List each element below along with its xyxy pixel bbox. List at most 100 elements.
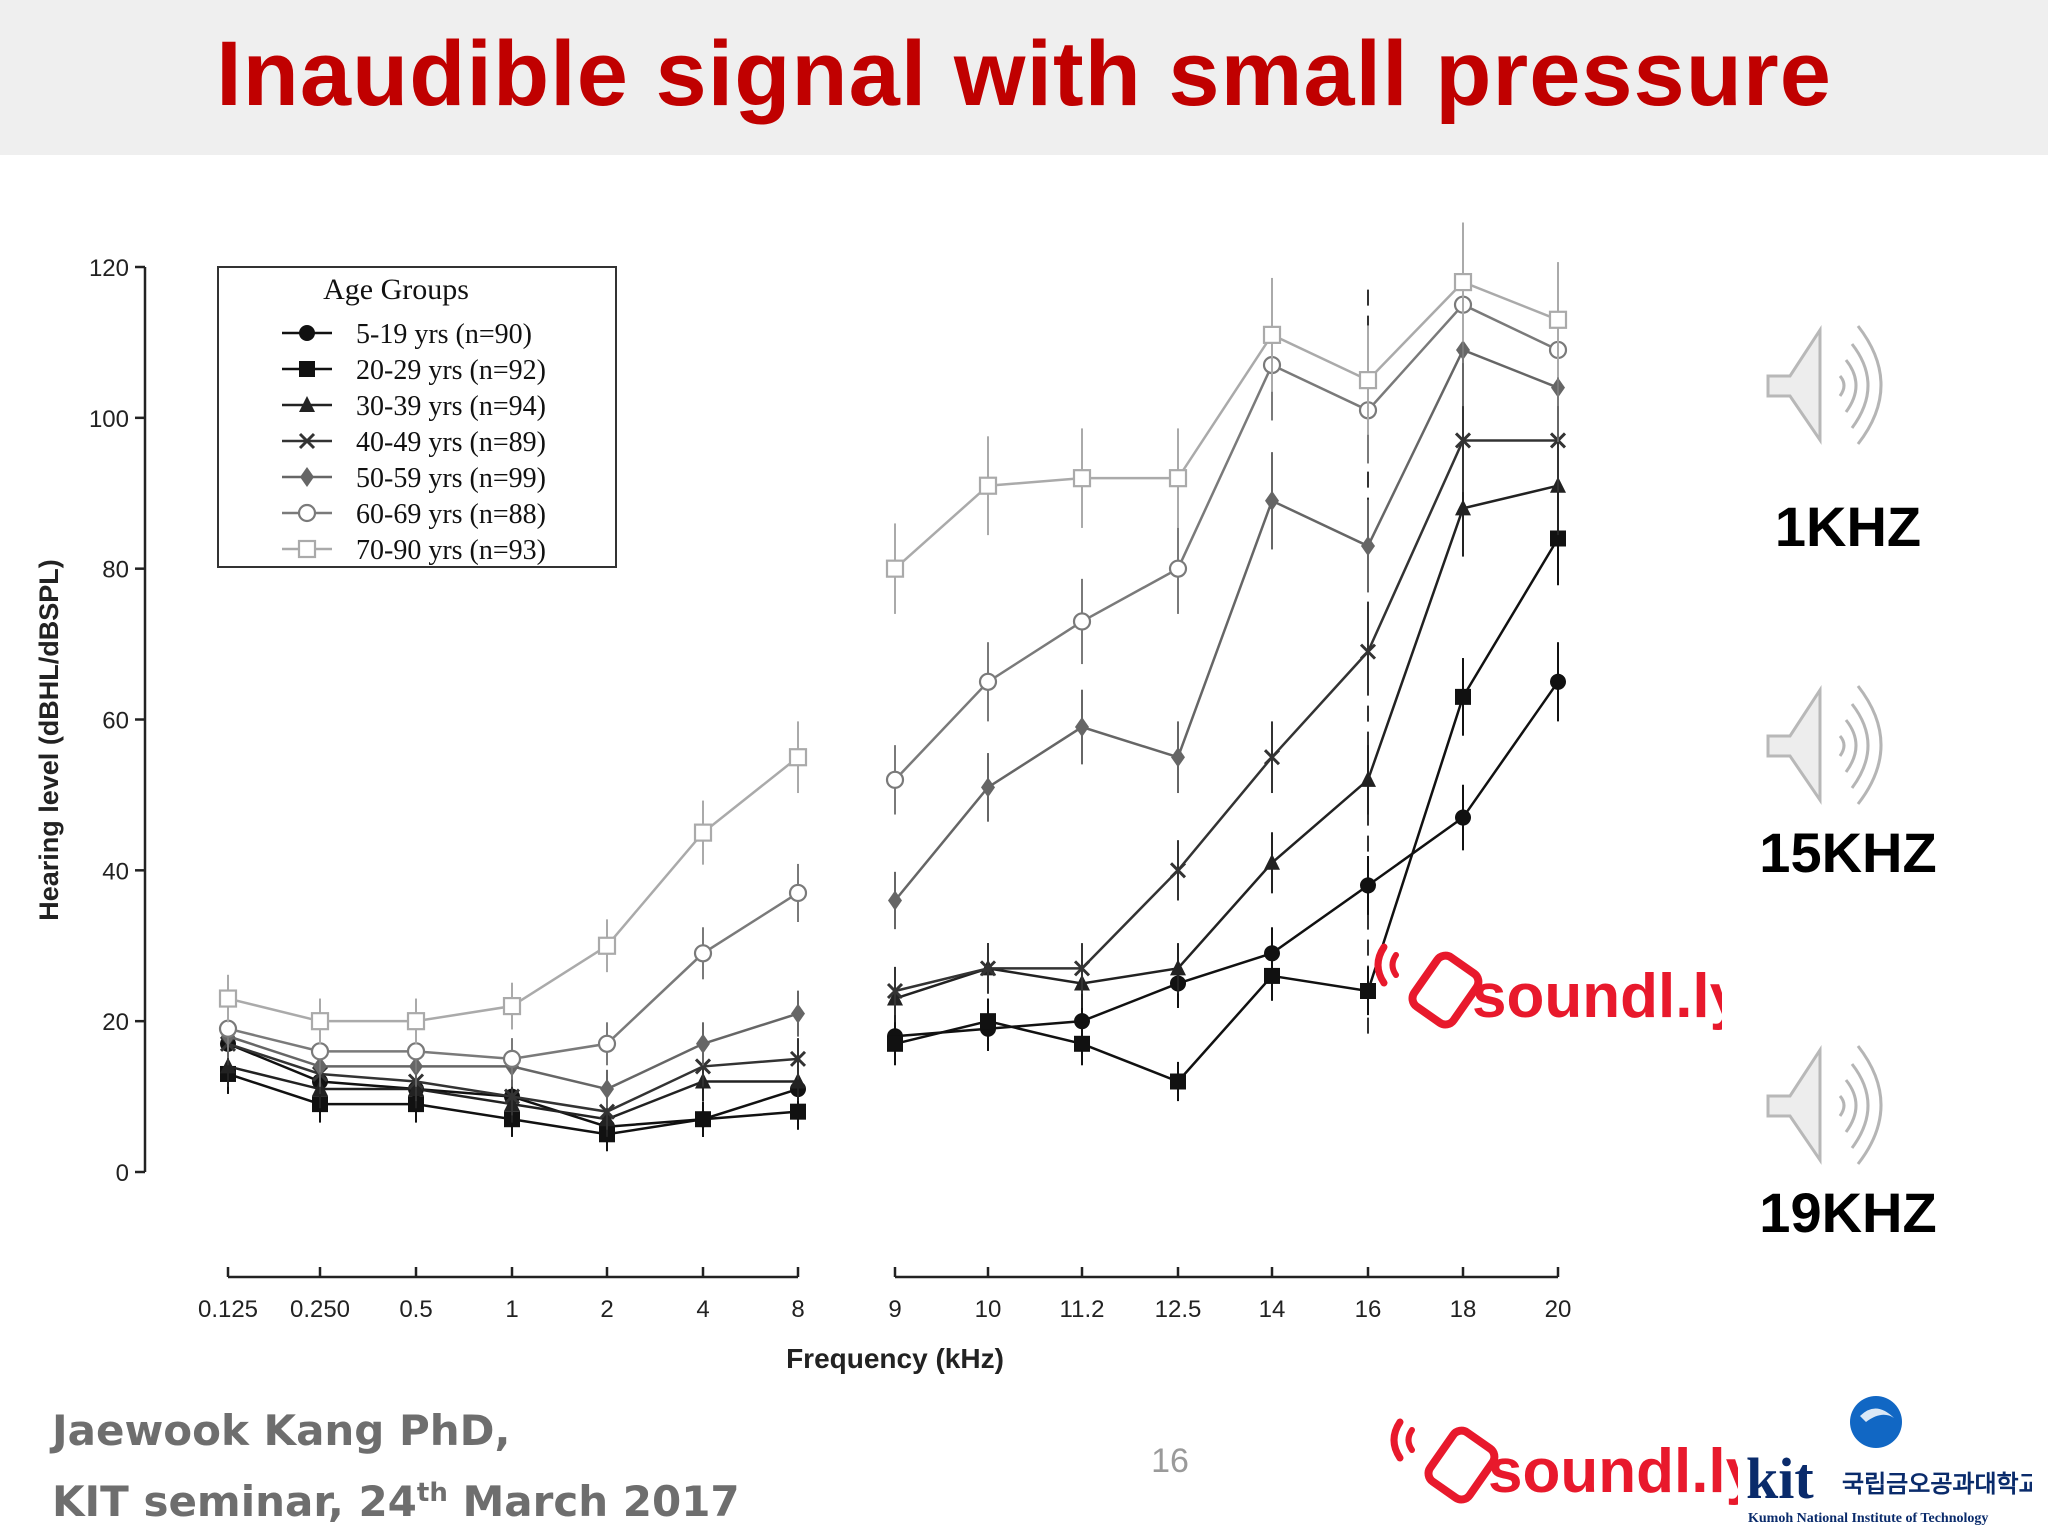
x-tick-label: 0.250 <box>290 1296 350 1323</box>
x-tick-label: 2 <box>600 1296 613 1323</box>
data-point <box>1263 749 1281 766</box>
x-tick-label: 20 <box>1545 1296 1572 1323</box>
legend-label: 30-39 yrs (n=94) <box>356 391 546 422</box>
legend-marker <box>299 396 315 412</box>
data-point <box>1455 688 1471 705</box>
data-point <box>790 1072 806 1089</box>
data-point <box>310 1042 330 1061</box>
soundly-watermark-text: soundl.ly <box>1472 962 1722 1031</box>
data-point <box>1360 877 1376 894</box>
soundly-watermark-logo: soundl.ly <box>1374 943 1722 1031</box>
data-point <box>1169 862 1187 879</box>
speaker-sound-icon <box>1766 324 1883 445</box>
x-tick-label: 16 <box>1355 1296 1382 1323</box>
x-tick-label: 11.2 <box>1060 1296 1105 1323</box>
data-point <box>885 770 905 789</box>
data-point <box>310 1012 330 1031</box>
data-point <box>1361 536 1375 557</box>
data-point <box>1550 530 1566 547</box>
data-point <box>885 559 905 578</box>
kit-logo-korean: 국립금오공과대학교 <box>1842 1470 2032 1498</box>
legend-entry: 20-29 yrs (n=92) <box>282 355 546 386</box>
series-line-high <box>894 280 1559 570</box>
data-point <box>1360 983 1376 999</box>
legend-entry: 50-59 yrs (n=99) <box>282 463 546 494</box>
series-line-low <box>227 891 799 1061</box>
series-line-low <box>227 756 799 1023</box>
x-tick-label: 1 <box>505 1296 518 1323</box>
legend-label: 40-49 yrs (n=89) <box>356 427 546 458</box>
legend-marker <box>299 325 315 341</box>
data-point <box>1170 959 1186 976</box>
data-point <box>1455 499 1471 516</box>
title-band <box>0 0 2048 155</box>
data-point <box>789 1050 807 1067</box>
speaker-sound-icon <box>1766 1044 1883 1165</box>
data-point <box>1072 612 1092 631</box>
y-tick-label: 120 <box>89 255 129 282</box>
data-point <box>597 1034 617 1053</box>
series-7 <box>218 222 1568 1044</box>
series-line-high <box>894 348 1559 902</box>
soundly-logo-text: soundl.ly <box>1488 1437 1738 1506</box>
series-1 <box>220 642 1566 1145</box>
footer-event-text: KIT seminar, 24 <box>52 1477 417 1526</box>
data-point <box>1168 559 1188 578</box>
data-point <box>1170 1073 1186 1090</box>
footer-event-sup: th <box>416 1478 448 1508</box>
series-line-high <box>894 439 1558 993</box>
data-point <box>598 1103 616 1120</box>
data-point <box>406 1012 426 1031</box>
freq-label-15khz: 15KHZ <box>1759 821 1937 884</box>
data-point <box>696 1033 710 1054</box>
y-tick-label: 60 <box>102 708 129 735</box>
data-point <box>218 989 238 1008</box>
y-tick-label: 100 <box>89 406 129 433</box>
legend-label: 70-90 yrs (n=93) <box>356 535 546 566</box>
legend-entry: 60-69 yrs (n=88) <box>282 499 546 530</box>
footer-author: Jaewook Kang PhD, <box>52 1406 511 1455</box>
data-point <box>695 1111 711 1128</box>
data-point <box>1075 717 1089 738</box>
x-tick-label: 9 <box>888 1296 901 1323</box>
speaker-item-19khz: 19KHZ <box>1728 1038 1968 1288</box>
data-point <box>1074 1013 1090 1030</box>
footer-event: KIT seminar, 24th March 2017 <box>52 1462 740 1533</box>
freq-label-1khz: 1KHZ <box>1774 495 1922 558</box>
slide-title: Inaudible signal with small pressure <box>216 23 1832 125</box>
footer-event-date: March 2017 <box>447 1477 740 1526</box>
y-tick-label: 40 <box>102 858 129 885</box>
footer-credit: Jaewook Kang PhD, KIT seminar, 24th Marc… <box>52 1400 740 1533</box>
data-point <box>980 1013 996 1030</box>
kit-logo-wordmark: kit <box>1746 1446 1814 1511</box>
data-point <box>1360 770 1376 787</box>
speaker-item-15khz: 15KHZ <box>1728 678 1968 928</box>
page-number: 16 <box>1151 1442 1189 1480</box>
legend-title: Age Groups <box>323 273 469 306</box>
data-point <box>978 476 998 495</box>
freq-label-19khz: 19KHZ <box>1759 1181 1937 1244</box>
data-point <box>888 890 902 911</box>
data-point <box>1264 853 1280 870</box>
speaker-sound-icon <box>1766 684 1883 805</box>
data-point <box>1359 643 1377 660</box>
data-point <box>1358 371 1378 390</box>
data-point <box>979 960 997 977</box>
data-point <box>788 883 808 903</box>
soundly-logo: soundl.ly <box>1390 1418 1738 1506</box>
hearing-level-chart: 0 20 40 60 80 100 120 0.125 0.250 0.5 1 2 4 8 9 10 11.2 1… <box>34 222 1572 1374</box>
x-tick-label: 0.125 <box>198 1296 258 1323</box>
x-tick-label: 12.5 <box>1155 1296 1202 1323</box>
data-point <box>693 944 713 963</box>
data-point <box>1072 469 1092 488</box>
series-line-high <box>894 484 1559 1000</box>
chart-series <box>218 222 1568 1152</box>
data-point <box>981 777 995 798</box>
data-point <box>218 1019 238 1038</box>
series-line-high <box>894 303 1559 781</box>
x-tick-label: 4 <box>696 1296 709 1323</box>
legend-marker <box>297 539 317 559</box>
series-6 <box>218 246 1568 1080</box>
legend-entry: 70-90 yrs (n=93) <box>282 535 546 566</box>
data-point <box>790 1103 806 1120</box>
